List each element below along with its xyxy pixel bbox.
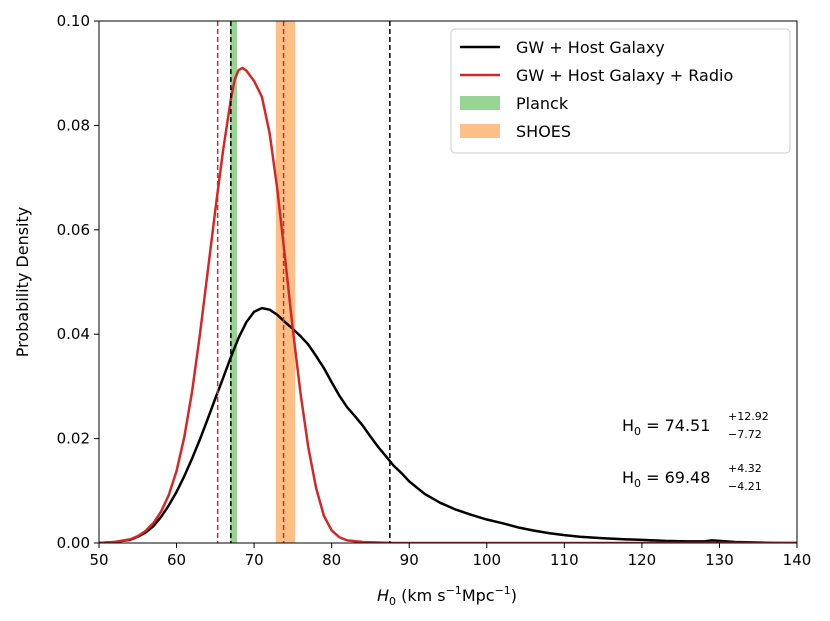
annotation-gw-host-radio: H0 = 69.48 xyxy=(622,468,710,490)
legend-label-gw-host-radio: GW + Host Galaxy + Radio xyxy=(516,66,733,85)
axes-frame xyxy=(98,20,798,544)
band-planck xyxy=(230,21,238,543)
x-tick-label: 50 xyxy=(89,551,108,569)
y-tick-label: 0.10 xyxy=(57,12,90,30)
x-axis-label-units-b: Mpc xyxy=(462,586,495,605)
x-tick-label: 130 xyxy=(705,551,734,569)
series-line-0 xyxy=(99,306,797,543)
x-axis-label-sup1: −1 xyxy=(446,584,462,597)
x-tick-label: 120 xyxy=(628,551,657,569)
plot-clip-group xyxy=(99,21,797,543)
y-tick-label: 0.04 xyxy=(57,325,90,343)
legend-frame xyxy=(450,28,791,154)
x-axis-label-sub: 0 xyxy=(389,595,396,608)
annotation-gw-host: H0 = 74.51 xyxy=(622,416,710,438)
annotation-gw-host-radio-sup: +4.32 xyxy=(728,462,762,475)
axes: 50 60 70 80 90 100 110 120 130 140 0.00 0.02 0.04 0.0… xyxy=(57,12,812,569)
annotation-gw-host-low: −7.72 xyxy=(728,428,762,441)
x-tick-label: 90 xyxy=(400,551,419,569)
legend-label-shoes: SHOES xyxy=(516,122,571,141)
x-axis-label: H0 (km s−1Mpc−1) xyxy=(377,584,517,608)
x-tick-label: 140 xyxy=(783,551,812,569)
x-axis-label-units-a: (km s xyxy=(396,586,446,605)
y-axis-label: Probability Density xyxy=(13,207,32,358)
x-tick-label: 70 xyxy=(245,551,264,569)
plot-area xyxy=(99,21,797,543)
annotation-gw-host-base: H xyxy=(622,416,634,435)
x-tick-label: 60 xyxy=(167,551,186,569)
annotation-gw-host-value: = 74.51 xyxy=(641,416,710,435)
y-tick-label: 0.02 xyxy=(57,430,90,448)
legend-label-planck: Planck xyxy=(516,94,569,113)
annotation-gw-host-radio-sub: 0 xyxy=(634,477,641,490)
x-axis-label-close: ) xyxy=(511,586,517,605)
annotation-gw-host-radio-value: = 69.48 xyxy=(641,468,710,487)
x-axis-label-base: H xyxy=(377,586,389,605)
annotation-gw-host-sup: +12.92 xyxy=(728,410,769,423)
legend: GW + Host Galaxy GW + Host Galaxy + Radi… xyxy=(450,28,791,154)
y-tick-label: 0.00 xyxy=(57,534,90,552)
legend-label-gw-host: GW + Host Galaxy xyxy=(516,38,665,57)
x-tick-label: 80 xyxy=(322,551,341,569)
y-tick-label: 0.06 xyxy=(57,221,90,239)
legend-swatch-planck xyxy=(460,96,500,110)
annotation-gw-host-sub: 0 xyxy=(634,425,641,438)
legend-swatch-shoes xyxy=(460,124,500,138)
x-tick-label: 110 xyxy=(550,551,579,569)
annotation-gw-host-radio-low: −4.21 xyxy=(728,480,762,493)
x-axis-label-sup2: −1 xyxy=(495,584,511,597)
band-shoes xyxy=(275,21,296,543)
y-tick-label: 0.08 xyxy=(57,116,90,134)
annotation-gw-host-radio-base: H xyxy=(622,468,634,487)
x-tick-label: 100 xyxy=(472,551,501,569)
